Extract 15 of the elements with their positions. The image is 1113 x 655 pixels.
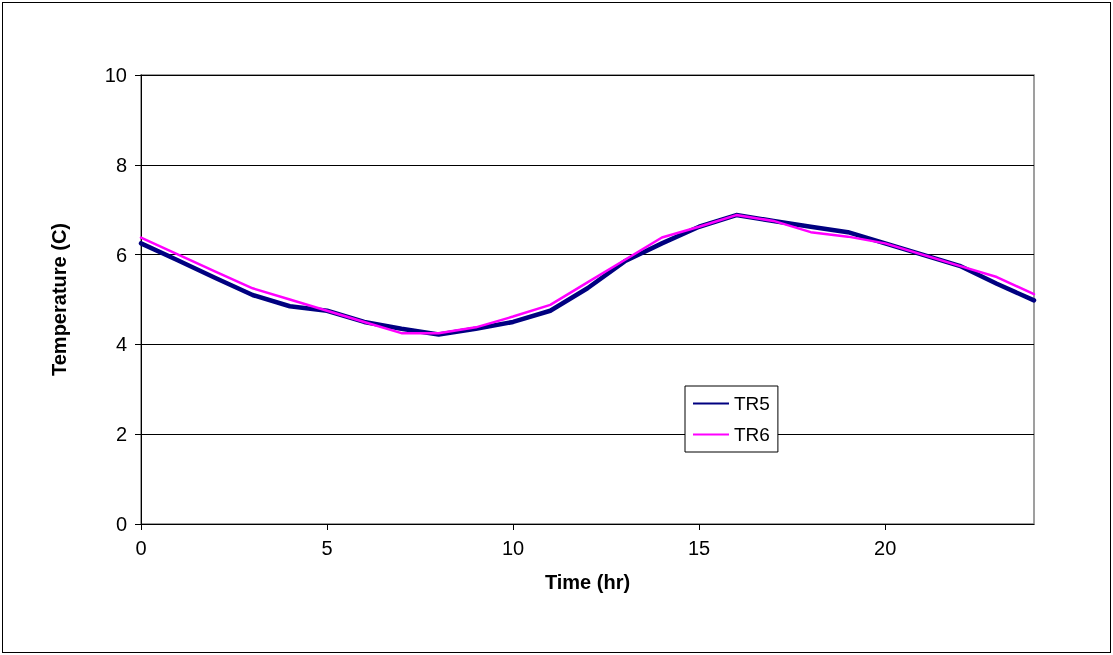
x-tick-label: 5	[321, 537, 333, 559]
x-tick-label: 10	[501, 537, 525, 559]
y-tick-label: 6	[115, 243, 127, 266]
legend-label: TR5	[734, 393, 770, 414]
y-tick-label: 4	[115, 333, 127, 356]
y-axis-title: Temperature (C)	[48, 223, 70, 376]
y-tick-label: 0	[115, 513, 127, 535]
x-tick-label: 0	[135, 537, 147, 559]
x-tick-label: 15	[688, 537, 711, 559]
y-tick-label: 8	[115, 153, 127, 176]
y-tick-label: 10	[104, 64, 127, 86]
x-tick-label: 20	[874, 537, 897, 559]
x-axis-title: Time (hr)	[544, 571, 631, 593]
legend-label: TR6	[734, 424, 770, 445]
y-tick-label: 2	[115, 423, 127, 446]
